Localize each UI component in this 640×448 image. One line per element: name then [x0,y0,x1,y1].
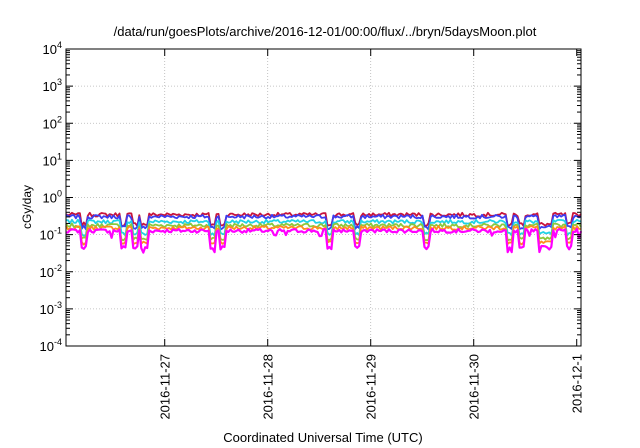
x-tick-label: 2016-11-30 [467,354,482,420]
x-axis-label: Coordinated Universal Time (UTC) [223,430,422,445]
plot-frame [65,48,582,347]
chart-title: /data/run/goesPlots/archive/2016-12-01/0… [114,24,537,39]
y-axis: 10-4 10-3 10-2 10-1 100 101 102 103 104 [40,40,581,354]
x-tick-label: 2016-11-27 [158,354,173,420]
y-tick-label: 10-2 [40,263,62,280]
y-tick-label: 103 [43,77,62,94]
x-tick-label: 2016-12-1 [570,354,585,413]
data-series-group [65,211,583,254]
y-tick-label: 101 [43,151,62,168]
y-axis-label: cGy/day [20,185,34,229]
y-tick-label: 100 [43,189,62,206]
grid [66,49,581,346]
y-tick-label: 10-1 [40,226,62,243]
y-tick-label: 10-3 [40,300,62,317]
data-series-line [65,213,582,231]
y-tick-label: 102 [43,114,62,131]
y-tick-label: 104 [43,40,62,57]
data-series-line [65,222,582,242]
data-series-line [65,218,582,237]
x-tick-label: 2016-11-28 [261,354,276,420]
y-tick-label: 10-4 [40,337,62,354]
data-series-line [65,227,583,254]
x-axis: 2016-11-27 2016-11-28 2016-11-29 2016-11-30… [158,49,585,420]
x-tick-label: 2016-11-29 [364,354,379,420]
